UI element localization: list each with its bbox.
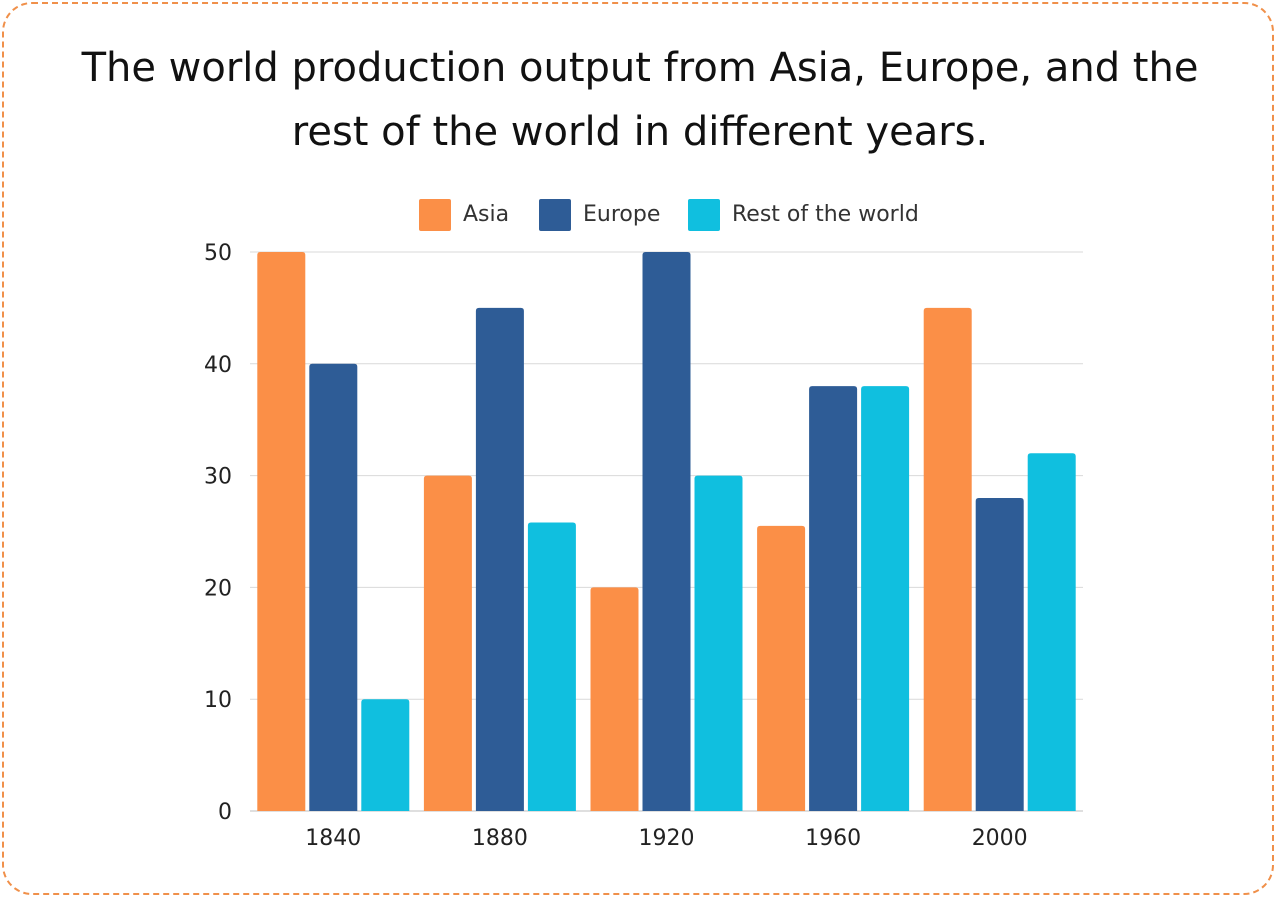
bar-rest-of-the-world-1840 bbox=[361, 699, 410, 811]
legend-swatch-rest-of-the-world bbox=[688, 199, 720, 231]
bar-europe-1960 bbox=[809, 386, 858, 811]
y-tick-label: 0 bbox=[218, 800, 232, 825]
bar-europe-2000 bbox=[975, 497, 1024, 811]
bar-europe-1880 bbox=[475, 307, 524, 811]
x-axis-tick-labels: 1840 1880 1920 1960 2000 bbox=[305, 826, 1027, 851]
bar-europe-1920 bbox=[642, 252, 691, 811]
bar-asia-1920 bbox=[590, 587, 639, 811]
bar-rest-of-the-world-1960 bbox=[861, 386, 910, 811]
bar-asia-2000 bbox=[923, 307, 972, 811]
bars bbox=[257, 252, 1076, 811]
x-tick-label: 1960 bbox=[805, 826, 861, 851]
chart-title-line-1: The world production output from Asia, E… bbox=[81, 45, 1199, 91]
x-tick-label: 1840 bbox=[305, 826, 361, 851]
legend-swatch-asia bbox=[419, 199, 451, 231]
bar-rest-of-the-world-2000 bbox=[1027, 453, 1076, 811]
bar-europe-1840 bbox=[309, 363, 358, 811]
x-tick-label: 2000 bbox=[972, 826, 1028, 851]
chart-title: The world production output from Asia, E… bbox=[80, 36, 1200, 164]
bar-asia-1880 bbox=[423, 475, 472, 811]
y-tick-label: 30 bbox=[204, 465, 232, 490]
y-tick-label: 50 bbox=[204, 241, 232, 266]
bar-asia-1960 bbox=[757, 525, 806, 811]
legend-label-asia: Asia bbox=[463, 202, 509, 227]
legend-label-europe: Europe bbox=[583, 202, 660, 227]
y-tick-label: 40 bbox=[204, 353, 232, 378]
y-axis-tick-labels: 0 10 20 30 40 50 bbox=[204, 241, 232, 825]
bar-asia-1840 bbox=[257, 252, 306, 811]
bar-rest-of-the-world-1880 bbox=[527, 522, 576, 811]
y-tick-label: 20 bbox=[204, 576, 232, 601]
legend-label-rest-of-the-world: Rest of the world bbox=[732, 202, 919, 227]
legend: Asia Europe Rest of the world bbox=[419, 199, 919, 231]
legend-swatch-europe bbox=[539, 199, 571, 231]
y-tick-label: 10 bbox=[204, 688, 232, 713]
chart-title-line-2: rest of the world in different years. bbox=[291, 109, 989, 155]
bar-rest-of-the-world-1920 bbox=[694, 475, 743, 811]
x-tick-label: 1880 bbox=[472, 826, 528, 851]
x-tick-label: 1920 bbox=[639, 826, 695, 851]
